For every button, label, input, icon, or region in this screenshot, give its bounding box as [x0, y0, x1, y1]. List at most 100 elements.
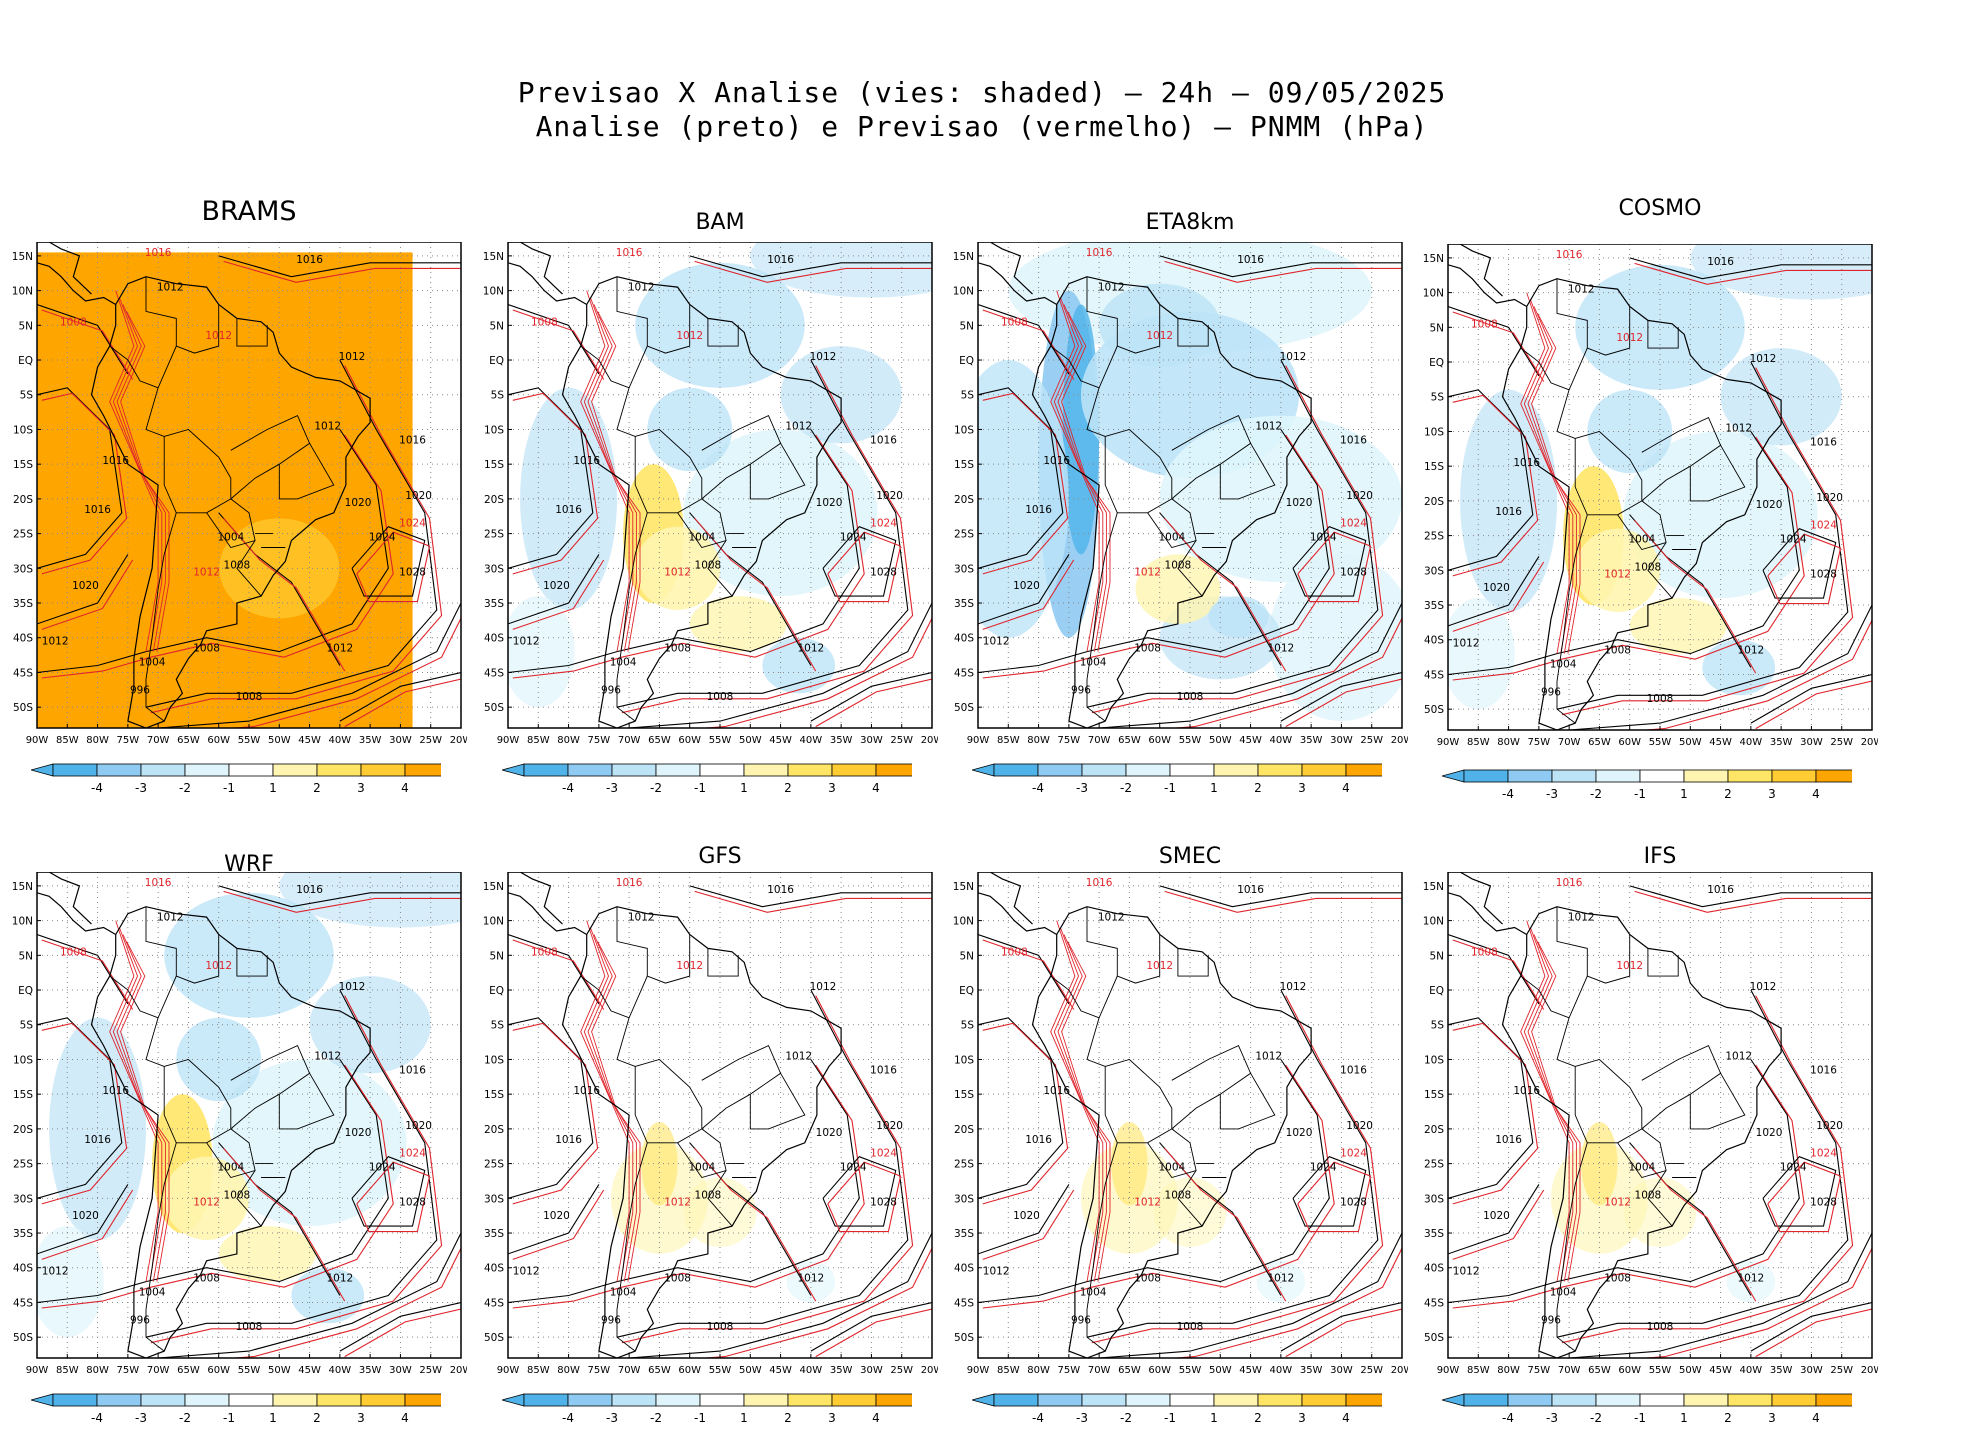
forecast-isobar	[1452, 1189, 1545, 1260]
isobar-label: 1020	[876, 1120, 903, 1132]
longitude-label: 80W	[1027, 1365, 1050, 1376]
country-border	[236, 540, 262, 597]
isobar-label: 1016	[1513, 457, 1540, 469]
colorbar-segment	[787, 763, 833, 777]
isobar-label: 1004	[688, 1162, 715, 1174]
isobar-label: 1016	[399, 1064, 426, 1076]
isobar-label: 1004	[139, 1287, 166, 1299]
analysis-isobar	[1448, 556, 1540, 627]
isobar-label: 1016	[1707, 884, 1734, 896]
analysis-isobar	[1159, 885, 1402, 908]
country-border	[109, 975, 159, 1019]
isobar-label: 1012	[676, 960, 703, 972]
colorbar-segment	[96, 763, 142, 777]
latitude-label: 15N	[1423, 253, 1444, 265]
bias-shading	[309, 976, 431, 1074]
colorbar: -4 -3 -2 -1 1 2 3 4	[31, 1393, 441, 1425]
isobar-label: 1016	[399, 434, 426, 446]
isobar-label: 996	[601, 684, 621, 696]
forecast-isobar	[150, 995, 443, 1344]
longitude-label: 60W	[1618, 1365, 1641, 1376]
longitude-label: 65W	[177, 1365, 200, 1376]
isobars	[508, 885, 932, 1358]
analysis-isobar	[1448, 1017, 1534, 1199]
colorbar-label: -4	[91, 1411, 103, 1425]
analysis-isobar	[1448, 431, 1800, 676]
colorbar-label: 4	[401, 1411, 409, 1425]
latitude-label: 15N	[483, 881, 504, 893]
longitude-label: 35W	[1300, 1365, 1323, 1376]
forecast-isobar	[1091, 995, 1384, 1344]
forecast-isobar	[982, 559, 1075, 630]
latitude-label: 35S	[1424, 1228, 1444, 1240]
forecast-isobar	[1755, 1308, 1872, 1358]
longitude-label: 20W	[1391, 1365, 1408, 1376]
latitude-label: 50S	[13, 702, 33, 714]
forecast-isobar	[1061, 311, 1111, 652]
colorbar-segment	[993, 1393, 1039, 1407]
isobar-label: 1024	[1310, 1162, 1337, 1174]
isobar-label: 1012	[1280, 981, 1307, 993]
latitude-label: 45S	[1424, 1297, 1444, 1309]
latitude-label: 15S	[1424, 1089, 1444, 1101]
forecast-isobar	[1053, 927, 1104, 1282]
isobar-label: 1004	[1550, 659, 1577, 671]
longitude-label: 20W	[921, 1365, 938, 1376]
colorbar-label: 3	[828, 781, 836, 795]
isobar-label: 1016	[1495, 506, 1522, 518]
country-border	[1104, 1058, 1173, 1144]
longitude-label: 20W	[1861, 1365, 1878, 1376]
isobar-label: 1004	[1080, 657, 1107, 669]
bias-shading	[1448, 598, 1515, 710]
longitude-label: 25W	[890, 735, 913, 746]
longitude-label: 65W	[177, 735, 200, 746]
forecast-isobar	[580, 920, 630, 1282]
latitude-label: 10N	[1423, 288, 1444, 300]
forecast-isobar	[223, 260, 461, 283]
forecast-isobar	[1285, 1308, 1402, 1358]
isobar-label: 1028	[399, 566, 426, 578]
forecast-isobar	[1050, 290, 1100, 652]
forecast-isobar	[1755, 680, 1872, 730]
forecast-isobar	[815, 678, 932, 728]
forecast-isobar	[356, 1161, 431, 1233]
latitude-label: EQ	[489, 355, 504, 367]
isobar-label: 1016	[1025, 1134, 1052, 1146]
isobar-label: 1008	[224, 559, 251, 571]
colorbar-segment	[316, 1393, 362, 1407]
longitude-label: 30W	[1800, 1365, 1823, 1376]
latitude-label: 5S	[961, 1020, 975, 1032]
isobar-label: 1008	[60, 316, 87, 328]
longitude-label: 90W	[497, 1365, 520, 1376]
longitude-label: 60W	[1618, 737, 1641, 748]
latitude-label: 30S	[954, 1193, 974, 1205]
isobar-label: 1012	[513, 1266, 540, 1278]
forecast-isobar	[512, 434, 865, 679]
analysis-isobar	[351, 526, 426, 597]
forecast-isobar	[1297, 1161, 1372, 1233]
latitude-label: 20S	[1424, 496, 1444, 508]
colorbar-segment	[1683, 769, 1729, 783]
bias-shading	[635, 526, 720, 610]
isobar-label: 1012	[1604, 568, 1631, 580]
analysis-isobar	[158, 1232, 461, 1358]
longitude-label: 60W	[1148, 735, 1171, 746]
forecast-isobar	[120, 311, 170, 652]
isobar-label: 1012	[983, 1266, 1010, 1278]
longitude-label: 20W	[1391, 735, 1408, 746]
latitude-label: 25S	[13, 529, 33, 541]
isobar-label: 1004	[610, 657, 637, 669]
country-border	[1086, 906, 1118, 1018]
panel-gfs: 1016 1016 1012 1012 1012 1008 1012 1016 1016 1016…	[472, 871, 943, 1386]
longitude-label: 80W	[1027, 735, 1050, 746]
isobar-label: 1012	[1098, 912, 1125, 924]
colorbar-segment	[1463, 769, 1509, 783]
latitude-label: 10S	[1424, 426, 1444, 438]
latitude-label: 30S	[954, 563, 974, 575]
latitude-label: 10S	[954, 1054, 974, 1066]
isobar-label: 996	[1541, 686, 1561, 698]
longitude-label: 80W	[1497, 737, 1520, 748]
country-border	[647, 934, 691, 984]
analysis-isobar	[145, 989, 438, 1338]
map-cosmo: 1016 1016 1012 1012 1012 1008 1012 1016 1016 1016…	[1423, 243, 1883, 748]
